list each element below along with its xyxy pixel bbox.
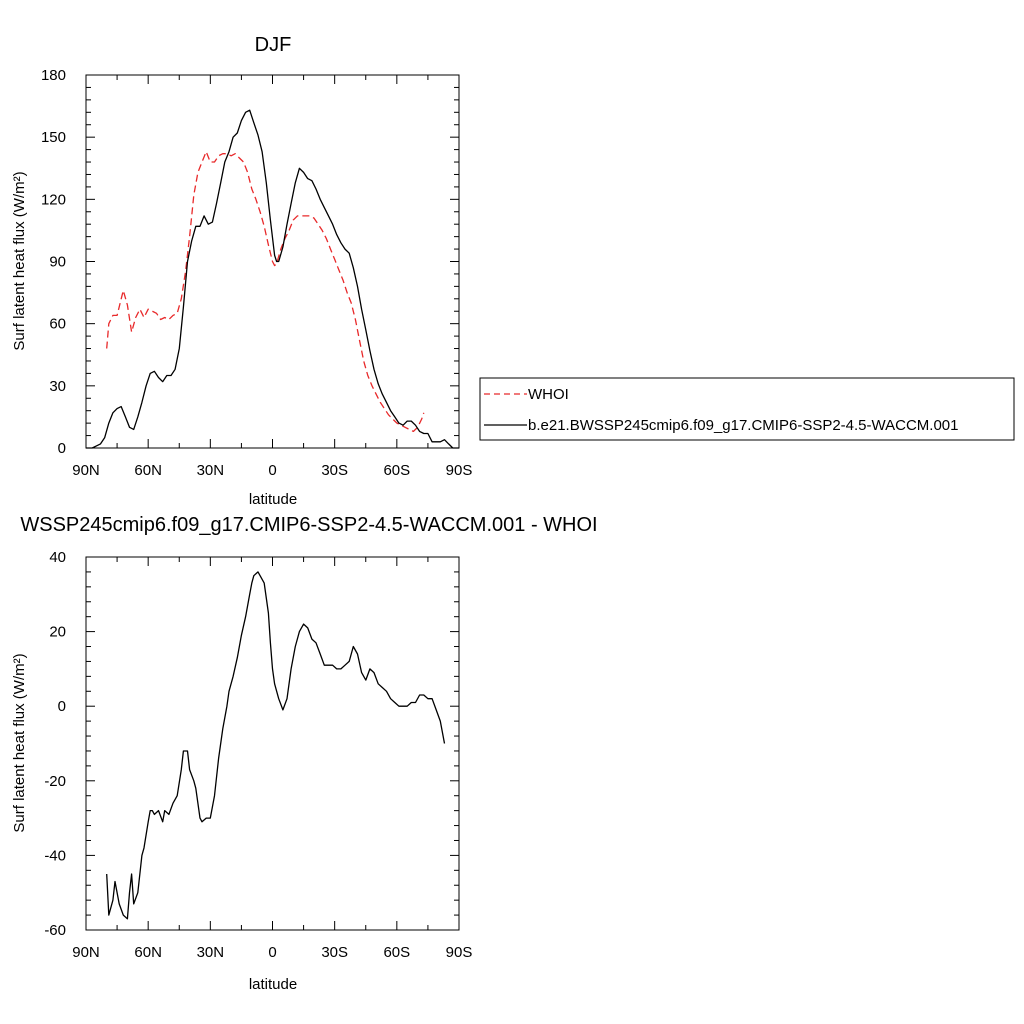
chart-top-x-tick-label: 30N xyxy=(197,462,225,479)
chart-top-y-tick-label: 120 xyxy=(41,191,66,208)
legend-label-whoi: WHOI xyxy=(528,386,569,403)
chart-bottom-y-axis-label: Surf latent heat flux (W/m²) xyxy=(11,653,28,832)
chart-top-series-line-1 xyxy=(86,109,459,449)
chart-top: DJF 90N 60N 30N 0 30S 60S 90S0306090120150180 … xyxy=(11,34,1015,508)
chart-top-y-tick-label: 180 xyxy=(41,67,66,84)
chart-bottom: WSSP245cmip6.f09_g17.CMIP6-SSP2-4.5-WACC… xyxy=(11,514,598,993)
chart-bottom-x-tick-label: 60S xyxy=(383,944,410,961)
chart-bottom-y-tick-label: -20 xyxy=(44,773,66,790)
chart-bottom-x-tick-label: 60N xyxy=(134,944,162,961)
chart-top-x-tick-label: 60N xyxy=(134,462,162,479)
chart-bottom-x-tick-label: 90S xyxy=(446,944,473,961)
chart-top-series-group xyxy=(86,109,459,449)
chart-bottom-y-tick-label: -60 xyxy=(44,922,66,939)
chart-top-series-line-0 xyxy=(106,151,425,433)
chart-top-y-tick-label: 0 xyxy=(58,440,66,457)
chart-bottom-x-tick-label: 0 xyxy=(268,944,276,961)
chart-bottom-series-line-0 xyxy=(106,571,446,920)
chart-bottom-series-group xyxy=(106,571,446,920)
legend-label-model: b.e21.BWSSP245cmip6.f09_g17.CMIP6-SSP2-4… xyxy=(528,417,958,434)
chart-bottom-title: WSSP245cmip6.f09_g17.CMIP6-SSP2-4.5-WACC… xyxy=(20,514,597,536)
legend: WHOI b.e21.BWSSP245cmip6.f09_g17.CMIP6-S… xyxy=(479,377,1015,441)
chart-top-y-axis-label: Surf latent heat flux (W/m²) xyxy=(11,171,28,350)
chart-bottom-x-tick-label: 30S xyxy=(321,944,348,961)
chart-top-y-tick-label: 30 xyxy=(49,378,66,395)
chart-top-x-tick-label: 0 xyxy=(268,462,276,479)
chart-bottom-plot-frame xyxy=(85,556,460,931)
legend-frame xyxy=(479,377,1015,441)
chart-top-axes: 90N 60N 30N 0 30S 60S 90S 0 30 60 90 120 150 180 xyxy=(41,67,472,479)
chart-top-x-axis-label: latitude xyxy=(249,491,297,508)
chart-top-y-tick-label: 60 xyxy=(49,316,66,333)
chart-bottom-y-tick-label: 0 xyxy=(58,698,66,715)
chart-bottom-x-axis-label: latitude xyxy=(249,976,297,993)
chart-top-y-tick-label: 90 xyxy=(49,254,66,271)
chart-top-y-tick-label: 150 xyxy=(41,129,66,146)
chart-top-x-tick-label: 30S xyxy=(321,462,348,479)
chart-bottom-x-tick-label: 90N xyxy=(72,944,100,961)
chart-top-x-tick-label: 60S xyxy=(383,462,410,479)
chart-top-x-tick-label: 90S xyxy=(446,462,473,479)
chart-bottom-y-tick-label: 20 xyxy=(49,624,66,641)
chart-top-x-tick-label: 90N xyxy=(72,462,100,479)
chart-bottom-axes: 90N 60N 30N 0 30S 60S 90S -60 -40 -20 0 20 40 xyxy=(44,549,472,961)
chart-top-title: DJF xyxy=(255,34,292,56)
chart-bottom-x-tick-label: 30N xyxy=(197,944,225,961)
chart-bottom-y-tick-label: -40 xyxy=(44,847,66,864)
chart-bottom-y-tick-label: 40 xyxy=(49,549,66,566)
